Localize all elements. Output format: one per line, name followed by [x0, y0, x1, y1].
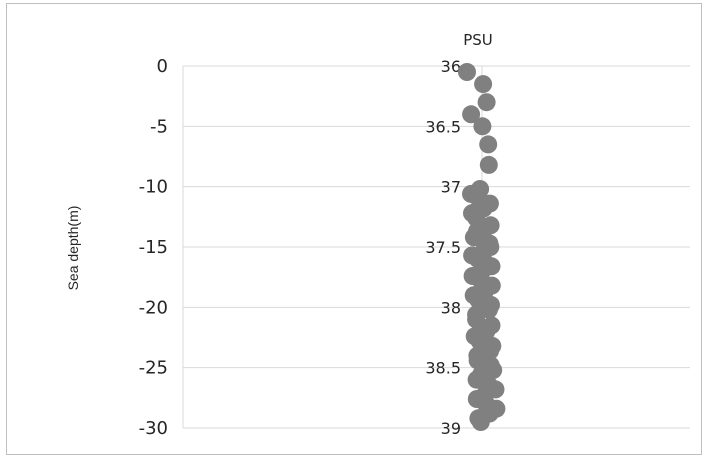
data-point	[462, 105, 481, 124]
psu-tick-label: 38	[441, 298, 461, 317]
data-point	[471, 413, 490, 431]
data-point	[474, 75, 493, 94]
data-point	[481, 238, 500, 256]
y-tick-label: -30	[139, 418, 168, 439]
data-point	[458, 63, 476, 81]
y-tick-label: -25	[139, 358, 168, 379]
psu-tick-label: 38.5	[425, 359, 461, 378]
chart-title: PSU	[463, 31, 493, 49]
data-point	[477, 93, 496, 112]
data-point	[467, 201, 486, 220]
y-tick-label: -15	[139, 237, 168, 258]
data-points	[458, 63, 506, 431]
data-point	[467, 310, 486, 329]
data-point	[479, 135, 498, 154]
data-point	[473, 262, 492, 281]
psu-tick-label: 36.5	[425, 117, 461, 136]
y-tick-labels: 0 -5 -10 -15 -20 -25 -30	[139, 56, 168, 439]
y-tick-label: -5	[150, 116, 168, 137]
data-point	[479, 155, 498, 174]
psu-tick-label: 37.5	[425, 238, 461, 257]
y-axis-label: Sea depth(m)	[65, 206, 81, 291]
y-tick-label: -20	[139, 297, 168, 318]
psu-tick-label: 37	[441, 178, 461, 197]
y-tick-label: 0	[157, 56, 168, 77]
y-tick-label: -10	[139, 177, 168, 198]
psu-tick-labels: 36 36.5 37 37.5 38 38.5 39	[425, 57, 461, 438]
data-point	[475, 219, 494, 238]
chart-frame	[6, 3, 702, 455]
psu-tick-label: 36	[441, 57, 461, 76]
data-point	[473, 117, 492, 136]
psu-tick-label: 39	[441, 419, 461, 438]
grid-lines	[183, 65, 690, 429]
